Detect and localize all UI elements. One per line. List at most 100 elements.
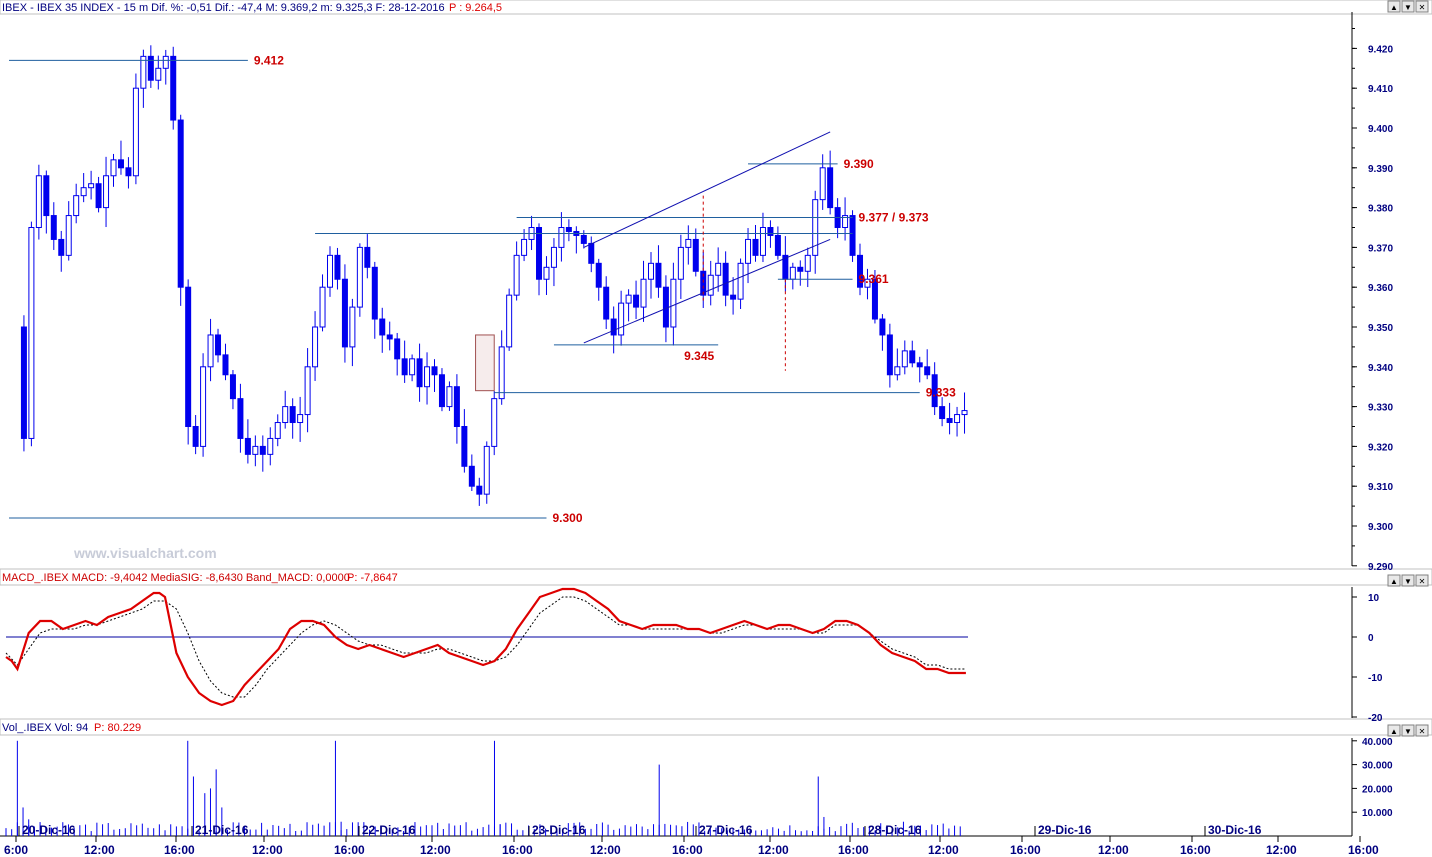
panel-close-button[interactable] [1415,724,1429,737]
candle-body [543,266,550,280]
panel-restore-button[interactable] [1401,724,1415,737]
candle-body [215,334,222,356]
x-tick-label: 12:00 [758,843,789,857]
macd-y-tick-label: 0 [1368,633,1374,644]
close-icon: ✕ [1419,727,1426,736]
candle-body [364,246,371,268]
candle-body [341,278,348,348]
candle-body [289,406,296,424]
y-tick-label: 9.380 [1368,204,1393,215]
candle-body [20,326,27,439]
candle-body [819,167,826,201]
candle-body [618,302,625,336]
y-tick-label: 9.370 [1368,243,1393,254]
candle-body [65,215,72,256]
candle-body [767,227,774,236]
panel-maximize-button[interactable] [1387,574,1401,587]
channel-upper-line [583,131,831,248]
candle-body [588,242,595,264]
date-label: 30-Dic-16 [1208,823,1262,837]
restore-icon: ▼ [1404,727,1412,736]
candle-body [886,334,893,376]
date-label: 28-Dic-16 [868,823,922,837]
candle-body [954,414,961,424]
candle-body [371,266,378,320]
candle-body [812,199,819,256]
x-tick-label: 12:00 [420,843,451,857]
date-label: 29-Dic-16 [1038,823,1092,837]
candle-body [132,87,139,177]
candle-body [759,227,766,256]
panel-maximize-button[interactable] [1387,724,1401,737]
candle-body [849,215,856,256]
candle-body [857,254,864,288]
candle-body [438,374,445,408]
candle-body [319,286,326,328]
candle-body [901,350,908,368]
candle-body [274,422,281,439]
candle-body [222,354,229,376]
maximize-icon: ▲ [1390,3,1398,12]
candle-body [670,278,677,328]
candle-body [140,55,147,89]
candle-body [409,358,416,376]
vol-y-tick-label: 30.000 [1362,761,1393,772]
candle-body [864,278,871,288]
candle-body [162,55,169,69]
candle-body [297,414,304,424]
candle-body [595,262,602,288]
y-tick-label: 9.320 [1368,442,1393,453]
vol-y-tick-label: 40.000 [1362,737,1393,748]
candle-body [558,227,565,248]
x-tick-label: 16:00 [502,843,533,857]
level-label: 9.333 [926,386,956,400]
candle-body [700,270,707,296]
y-tick-label: 9.400 [1368,124,1393,135]
macd-line [5,587,966,707]
candle-body [237,398,244,439]
level-label: 9.377 / 9.373 [859,211,929,225]
candle-body [259,445,266,455]
candle-body [752,238,759,256]
channel-lower-line [583,238,831,344]
x-tick-label: 12:00 [1266,843,1297,857]
date-label: 21-Dic-16 [195,823,249,837]
candle-body [610,318,617,336]
level-label: 9.345 [684,349,714,363]
candle-body [722,262,729,296]
candle-body [416,358,423,388]
candle-body [909,350,916,364]
candle-body [207,334,214,368]
panel-close-button[interactable] [1415,0,1429,13]
candle-body [565,227,572,232]
y-tick-label: 9.330 [1368,403,1393,414]
candle-body [446,386,453,408]
panel-restore-button[interactable] [1401,0,1415,13]
panel-close-button[interactable] [1415,574,1429,587]
candle-body [155,67,162,81]
candle-body [170,55,177,121]
candle-body [476,485,483,495]
candle-body [461,426,468,467]
candle-body [692,238,699,272]
x-tick-label: 16:00 [1180,843,1211,857]
x-tick-label: 12:00 [252,843,283,857]
macd-y-tick-label: -20 [1368,713,1383,724]
candle-body [536,227,543,280]
candle-body [580,234,587,244]
candle-body [200,366,207,447]
panel-maximize-button[interactable] [1387,0,1401,13]
candle-body [147,55,154,81]
restore-icon: ▼ [1404,577,1412,586]
date-label: 20-Dic-16 [22,823,76,837]
x-tick-label: 16:00 [838,843,869,857]
macd-y-tick-label: 10 [1368,593,1380,604]
candle-body [468,465,475,487]
candle-body [774,234,781,256]
panel-restore-button[interactable] [1401,574,1415,587]
y-tick-label: 9.300 [1368,522,1393,533]
candle-body [431,366,438,376]
macd-y-tick-label: -10 [1368,673,1383,684]
candle-body [685,238,692,248]
candle-body [304,366,311,416]
